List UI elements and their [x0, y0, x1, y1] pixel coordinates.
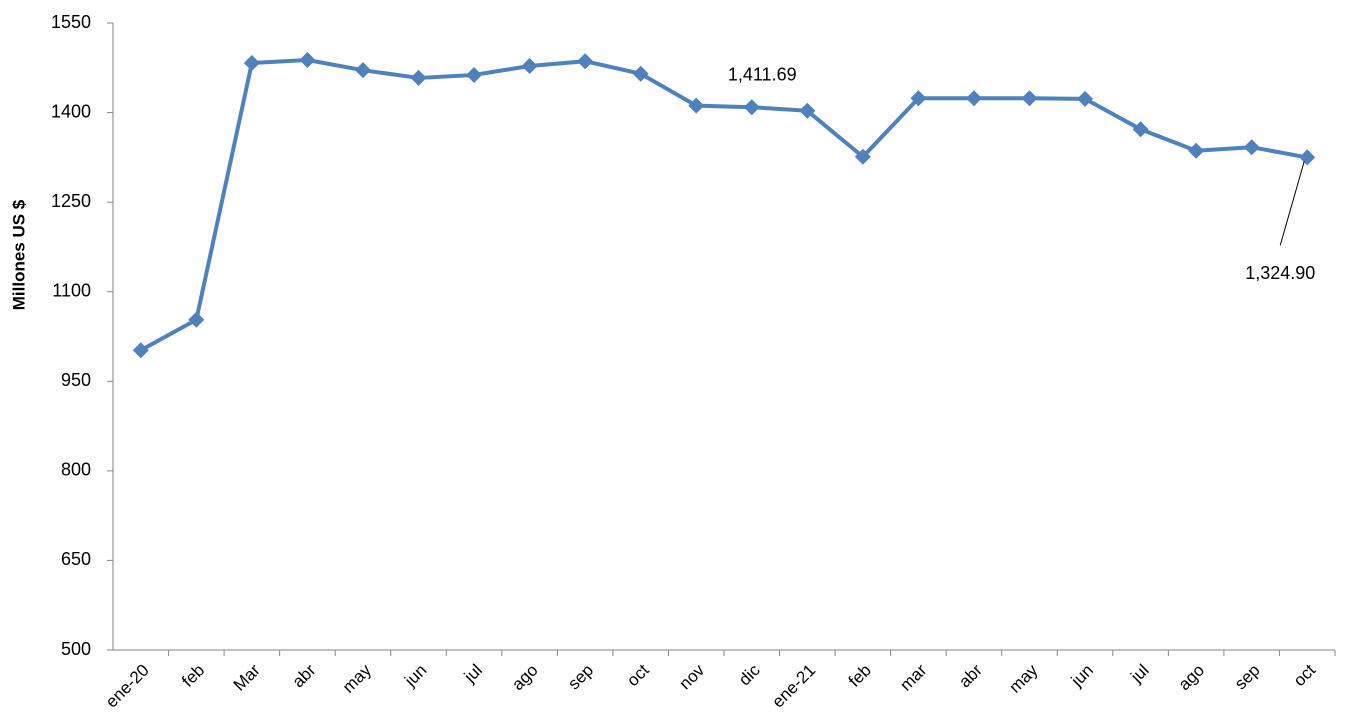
marker [410, 69, 427, 86]
marker [1077, 90, 1094, 107]
y-tick-label: 1100 [52, 280, 91, 300]
marker [299, 52, 316, 69]
marker [743, 99, 760, 116]
y-tick-label: 950 [61, 370, 91, 390]
leader-line [1279, 161, 1305, 246]
marker [1132, 121, 1149, 138]
x-tick-label: abr [955, 660, 986, 691]
x-tick-label: feb [845, 661, 875, 691]
y-tick-label: 1550 [51, 12, 91, 32]
marker [1243, 139, 1260, 156]
marker [965, 90, 982, 107]
y-tick-label: 650 [61, 549, 91, 569]
y-tick-label: 1250 [51, 191, 91, 211]
marker [1299, 149, 1316, 166]
marker [632, 65, 649, 82]
x-tick-label: sep [1231, 661, 1264, 694]
marker [132, 342, 149, 359]
x-tick-label: may [339, 660, 375, 696]
series-line [139, 58, 1308, 352]
x-tick-label: ene-20 [102, 661, 153, 712]
marker [1021, 90, 1038, 107]
x-tick-label: oct [623, 660, 653, 690]
y-tick-label: 800 [61, 460, 91, 480]
marker [577, 53, 594, 70]
x-tick-label: jul [460, 661, 486, 687]
marker [521, 57, 538, 74]
x-tick-label: jul [1126, 661, 1152, 687]
marker [854, 148, 871, 165]
x-tick-label: jun [1067, 661, 1097, 691]
data-label: 1,324.90 [1245, 263, 1315, 283]
x-tick-label: mar [896, 660, 930, 694]
marker [910, 90, 927, 107]
x-tick-label: feb [178, 661, 208, 691]
x-tick-label: oct [1290, 660, 1320, 690]
x-tick-label: abr [289, 660, 320, 691]
x-tick-label: ene-21 [768, 661, 819, 712]
y-tick-label: 500 [61, 639, 91, 659]
x-tick-label: may [1005, 660, 1041, 696]
x-tick-label: sep [564, 661, 597, 694]
marker [466, 66, 483, 83]
y-axis-title: Millones US $ [9, 199, 28, 310]
x-tick-label: ago [508, 661, 541, 694]
x-tick-label: Mar [230, 660, 264, 694]
marker [1188, 142, 1205, 159]
y-tick-label: 1400 [51, 101, 91, 121]
x-tick-label: dic [735, 660, 764, 689]
x-tick-label: ago [1175, 661, 1208, 694]
data-label: 1,411.69 [728, 64, 797, 84]
x-tick-label: jun [400, 661, 430, 691]
marker [243, 55, 260, 72]
marker [799, 102, 816, 119]
x-tick-label: nov [675, 660, 708, 693]
marker [188, 311, 205, 328]
marker [354, 62, 371, 79]
marker [688, 97, 705, 114]
